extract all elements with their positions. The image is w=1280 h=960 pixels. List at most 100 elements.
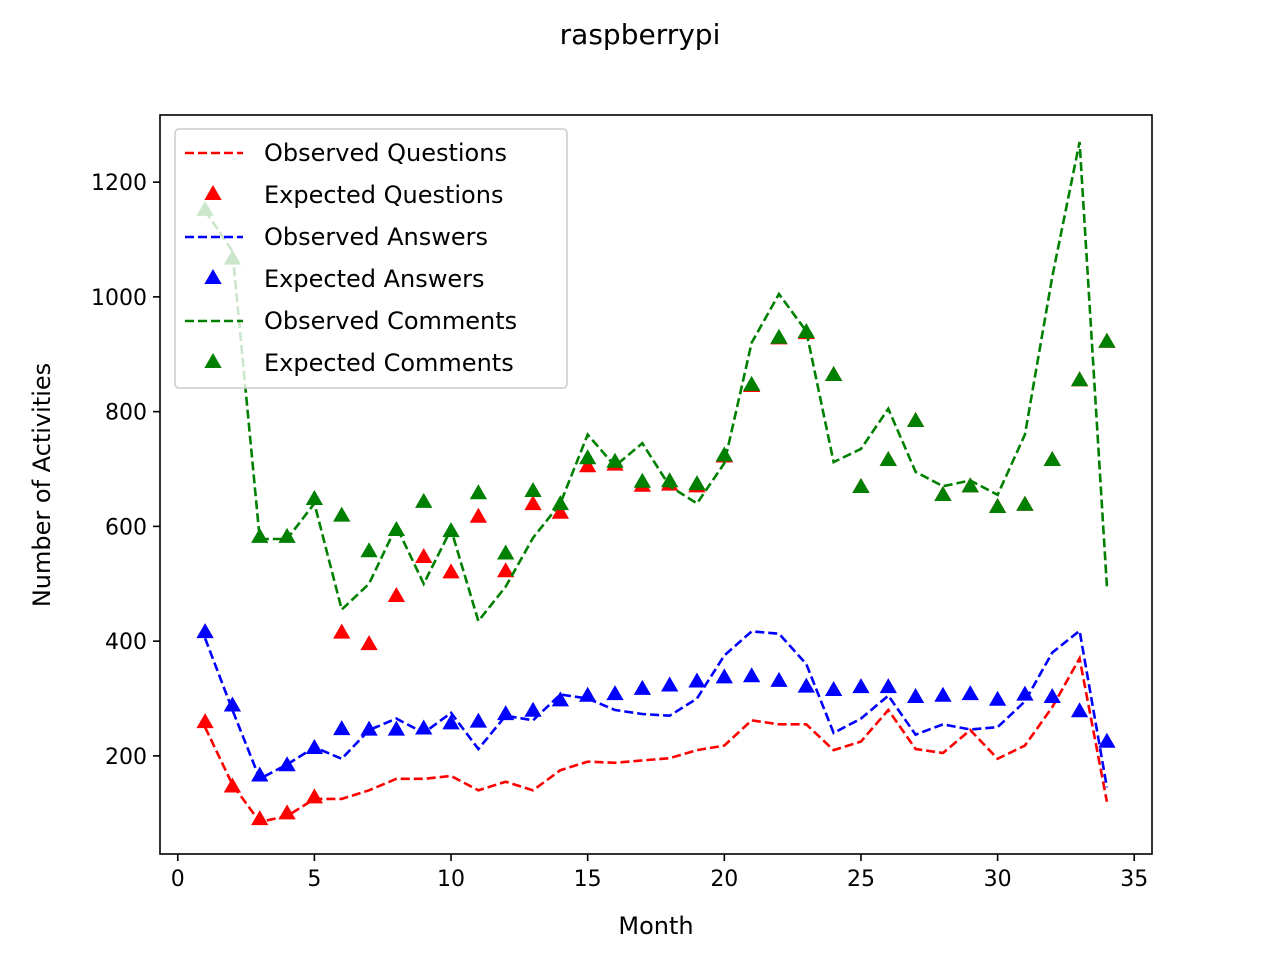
expected-comments-marker xyxy=(934,485,952,501)
expected-answers-marker xyxy=(1098,732,1116,748)
expected-answers-marker xyxy=(797,677,815,693)
expected-comments-marker xyxy=(715,446,733,462)
y-tick-label: 400 xyxy=(105,630,147,655)
expected-answers-marker xyxy=(579,686,597,702)
expected-questions-marker xyxy=(305,788,324,804)
expected-answers-marker xyxy=(661,676,679,692)
legend-expected-comments-label: Expected Comments xyxy=(264,349,514,377)
expected-answers-marker xyxy=(688,672,706,688)
expected-questions-marker xyxy=(333,623,351,639)
expected-comments-marker xyxy=(606,452,624,468)
legend-observed-comments-label: Observed Comments xyxy=(264,307,517,335)
chart-title: raspberrypi xyxy=(560,18,721,51)
expected-answers-marker xyxy=(305,739,324,755)
expected-questions-marker xyxy=(415,547,433,563)
y-tick-label: 200 xyxy=(105,745,147,770)
expected-comments-marker xyxy=(497,544,515,560)
expected-answers-marker xyxy=(551,691,570,707)
expected-questions-marker xyxy=(497,562,515,578)
expected-answers-marker xyxy=(988,690,1007,706)
expected-comments-marker xyxy=(442,522,460,538)
y-tick-label: 1000 xyxy=(91,286,147,311)
expected-comments-marker xyxy=(469,484,488,500)
expected-answers-marker xyxy=(333,720,351,736)
observed-comments-line xyxy=(204,141,1109,624)
expected-answers-marker xyxy=(469,712,488,728)
expected-comments-marker xyxy=(1070,371,1089,387)
x-tick-label: 15 xyxy=(574,867,602,892)
expected-answers-marker xyxy=(278,756,296,772)
observed-questions-line xyxy=(203,654,1109,824)
expected-answers-marker xyxy=(387,720,406,736)
expected-answers-marker xyxy=(715,668,733,684)
legend-expected-questions-label: Expected Questions xyxy=(264,181,503,209)
expected-comments-marker xyxy=(988,498,1007,514)
expected-questions-marker xyxy=(223,777,242,793)
expected-comments-marker xyxy=(360,542,378,558)
legend-expected-answers-swatch xyxy=(204,269,222,284)
y-tick-label: 1200 xyxy=(91,171,147,196)
expected-answers-marker xyxy=(415,719,433,735)
expected-answers-marker xyxy=(251,766,269,782)
expected-comments-marker xyxy=(661,472,679,488)
expected-comments-marker xyxy=(688,475,706,491)
plot-area: 0 5 10 15 20 25 30 35 200 400 600 800 1000 1200 xyxy=(91,114,1153,892)
expected-comments-marker xyxy=(633,472,651,488)
expected-questions-marker xyxy=(278,804,296,820)
x-tick-label: 20 xyxy=(710,867,738,892)
expected-answers-marker xyxy=(879,678,897,694)
expected-answers-marker xyxy=(824,681,843,697)
observed-answers-line xyxy=(203,628,1109,788)
expected-questions-marker xyxy=(524,495,542,511)
expected-comments-marker xyxy=(797,323,815,339)
legend: Observed Questions Expected Questions Obse… xyxy=(174,128,568,389)
y-tick-label: 800 xyxy=(105,401,147,426)
expected-questions-marker xyxy=(442,563,460,579)
expected-answers-marker xyxy=(906,687,925,703)
legend-expected-questions-swatch xyxy=(204,185,222,200)
expected-answers-marker xyxy=(852,678,870,694)
expected-comments-marker xyxy=(824,366,843,382)
expected-comments-marker xyxy=(387,520,406,536)
expected-answers-marker xyxy=(524,701,542,717)
expected-answers-marker xyxy=(633,679,651,695)
expected-comments-marker xyxy=(579,449,597,465)
expected-comments-marker xyxy=(961,477,979,493)
expected-answers-marker xyxy=(934,686,952,702)
x-tick-label: 10 xyxy=(437,867,465,892)
expected-comments-marker xyxy=(879,450,897,466)
expected-answers-marker xyxy=(1070,702,1089,718)
expected-answers-marker xyxy=(442,714,460,730)
expected-comments-marker xyxy=(415,492,433,508)
plot-frame xyxy=(159,114,1153,855)
x-tick-label: 5 xyxy=(307,867,321,892)
expected-comments-marker xyxy=(1016,495,1034,511)
expected-answers-marker xyxy=(770,671,788,687)
x-tick-label: 0 xyxy=(171,867,185,892)
expected-comments-marker xyxy=(906,411,925,427)
expected-questions-marker xyxy=(551,503,570,519)
expected-comments-marker xyxy=(524,481,542,497)
expected-questions-marker xyxy=(469,507,488,523)
expected-questions-marker xyxy=(579,457,597,473)
expected-answers-marker xyxy=(360,720,378,736)
expected-questions-marker xyxy=(251,810,269,826)
expected-answers-marker xyxy=(196,623,214,639)
legend-box xyxy=(174,128,568,389)
expected-questions-marker xyxy=(387,586,406,602)
expected-answers-marker xyxy=(961,685,979,701)
expected-comments-marker xyxy=(251,527,269,543)
expected-comments-marker xyxy=(770,328,788,344)
expected-questions-marker xyxy=(196,713,214,729)
expected-answers-marker xyxy=(223,696,242,712)
legend-observed-questions-label: Observed Questions xyxy=(264,139,507,167)
expected-comments-marker xyxy=(742,375,761,391)
expected-comments-marker xyxy=(551,495,570,511)
y-tick-label: 600 xyxy=(105,515,147,540)
legend-observed-answers-label: Observed Answers xyxy=(264,223,488,251)
x-tick-label: 25 xyxy=(847,867,875,892)
x-tick-label: 35 xyxy=(1120,867,1148,892)
expected-comments-marker xyxy=(1043,450,1061,466)
x-axis-label: Month xyxy=(618,912,693,940)
